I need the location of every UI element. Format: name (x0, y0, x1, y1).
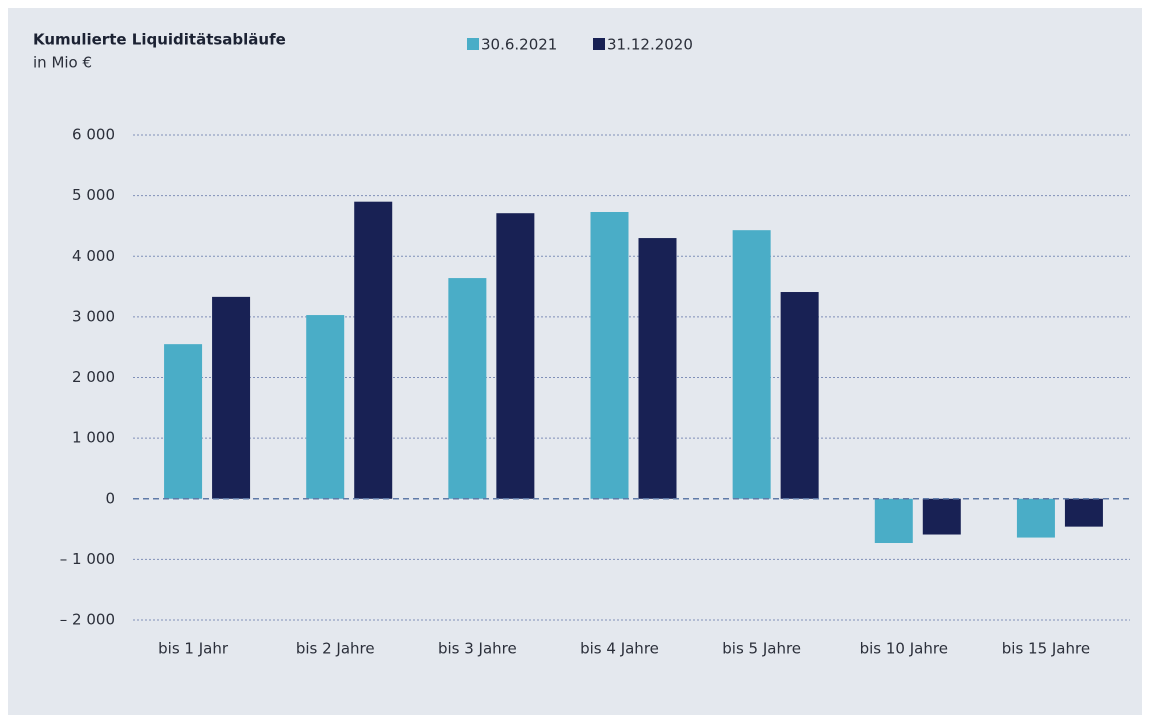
legend: 30.6.2021 31.12.2020 (467, 36, 693, 54)
legend-label: 31.12.2020 (607, 36, 693, 54)
bar (638, 238, 677, 499)
x-tick-label: bis 4 Jahre (580, 640, 659, 658)
bar (590, 211, 629, 499)
bar (306, 315, 345, 499)
x-tick-label: bis 2 Jahre (296, 640, 375, 658)
chart-title: Kumulierte Liquiditätsabläufe (33, 31, 286, 49)
x-tick-label: bis 5 Jahre (722, 640, 801, 658)
bar (922, 498, 961, 535)
x-tick-label: bis 3 Jahre (438, 640, 517, 658)
y-tick-label: – 1 000 (60, 550, 115, 568)
bar (354, 201, 393, 499)
y-tick-label: 2 000 (72, 368, 115, 386)
x-tick-label: bis 15 Jahre (1002, 640, 1090, 658)
bar (164, 344, 203, 499)
y-tick-label: 0 (105, 489, 115, 507)
bar (874, 498, 913, 544)
x-tick-label: bis 1 Jahr (158, 640, 229, 658)
x-tick-label: bis 10 Jahre (860, 640, 948, 658)
y-tick-label: 6 000 (72, 126, 115, 144)
chart-subtitle: in Mio € (33, 54, 92, 72)
y-tick-label: 3 000 (72, 307, 115, 325)
bar (212, 296, 251, 499)
legend-swatch (593, 38, 605, 50)
y-tick-label: – 2 000 (60, 611, 115, 629)
bar (1016, 498, 1055, 538)
bar (780, 292, 819, 499)
bar (732, 230, 771, 499)
legend-swatch (467, 38, 479, 50)
bar (1064, 498, 1103, 527)
bar (496, 213, 535, 499)
y-tick-label: 1 000 (72, 429, 115, 447)
y-tick-label: 4 000 (72, 247, 115, 265)
legend-label: 30.6.2021 (481, 36, 557, 54)
bar (448, 278, 487, 499)
y-tick-label: 5 000 (72, 186, 115, 204)
